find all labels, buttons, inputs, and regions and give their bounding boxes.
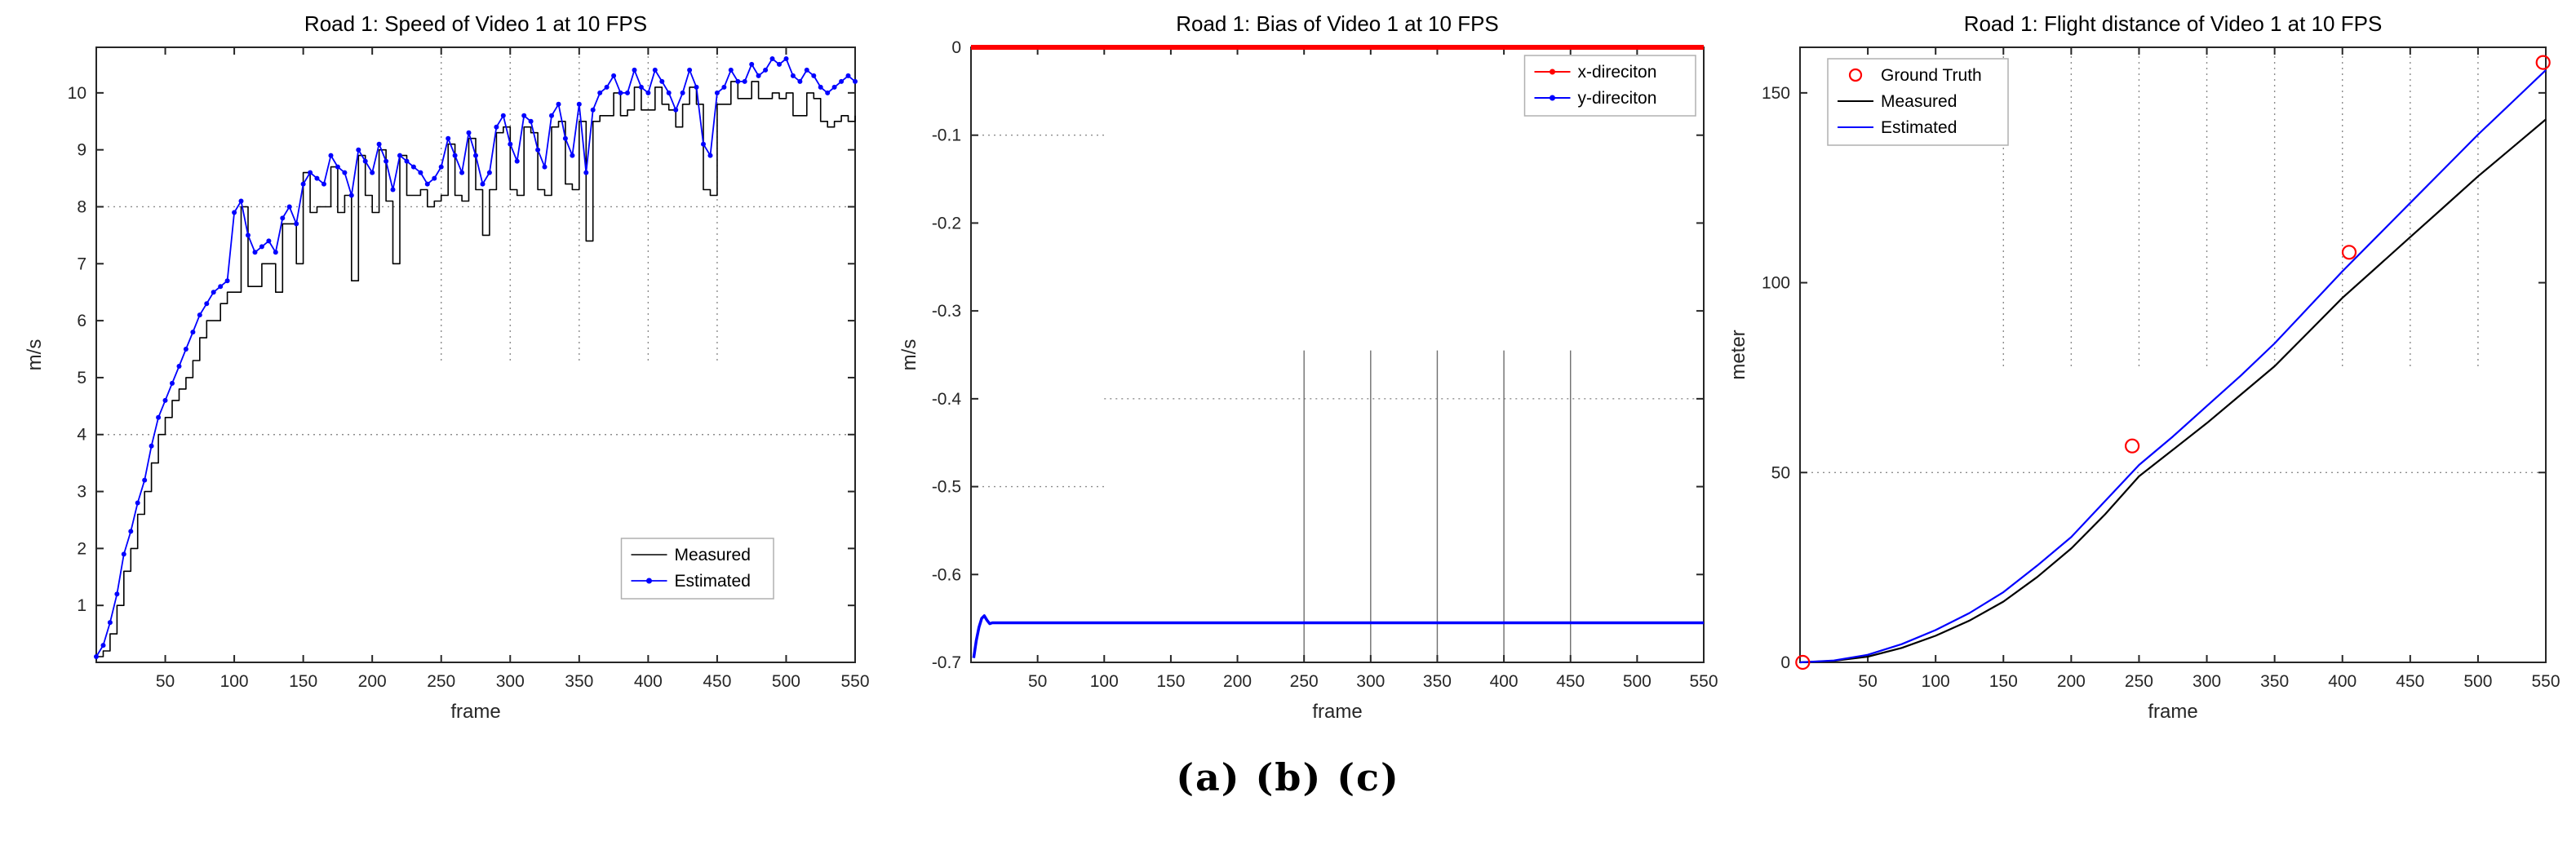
svg-text:200: 200 [2057, 672, 2086, 691]
svg-text:300: 300 [2192, 672, 2221, 691]
chart-title: Road 1: Flight distance of Video 1 at 10… [1964, 11, 2383, 36]
chart-title: Road 1: Speed of Video 1 at 10 FPS [304, 11, 647, 36]
svg-text:100: 100 [220, 672, 249, 691]
svg-text:10: 10 [68, 84, 86, 103]
svg-text:550: 550 [2531, 672, 2560, 691]
svg-text:200: 200 [358, 672, 387, 691]
axes-box [1799, 46, 2547, 663]
series-y-direciton [972, 614, 1704, 658]
svg-text:450: 450 [2396, 672, 2424, 691]
axes-box [970, 46, 1705, 663]
legend-label: x-direciton [1578, 63, 1657, 82]
tick-labels: 50 100 150 200 250 300 350 400 450 500 550 0 50 100 15… [1762, 84, 2560, 691]
legend: Ground Truth Measured Estimated [1827, 58, 2009, 146]
series-measured [1799, 118, 2547, 664]
legend-label: Measured [675, 546, 751, 564]
axes-box [95, 46, 856, 663]
svg-text:550: 550 [1689, 672, 1718, 691]
svg-text:0: 0 [951, 38, 961, 57]
distance-chart-svg: 50 100 150 200 250 300 350 400 450 500 550 0 50 100 15… [1727, 11, 2560, 723]
svg-text:6: 6 [77, 312, 86, 330]
svg-text:4: 4 [77, 426, 86, 445]
svg-text:350: 350 [2260, 672, 2289, 691]
svg-text:100: 100 [1922, 672, 1950, 691]
svg-text:3: 3 [77, 483, 86, 502]
legend-label: Measured [1881, 92, 1957, 111]
tick-labels: 50 100 150 200 250 300 350 400 450 500 550 1 2 3 4 5 6 7 8… [68, 84, 870, 691]
svg-text:100: 100 [1090, 672, 1119, 691]
svg-text:50: 50 [156, 672, 175, 691]
svg-text:500: 500 [772, 672, 800, 691]
svg-text:-0.1: -0.1 [932, 126, 961, 145]
series-ground-truth [1795, 55, 2551, 671]
chart-title: Road 1: Bias of Video 1 at 10 FPS [1176, 11, 1499, 36]
svg-text:-0.5: -0.5 [932, 478, 961, 497]
chart-b-bias: 50 100 150 200 250 300 350 400 450 500 550 0 -0.1 -0.… [896, 0, 1720, 738]
grid-lines [1800, 47, 2546, 473]
y-axis-label: meter [1727, 330, 1749, 379]
svg-text:150: 150 [289, 672, 317, 691]
svg-text:1: 1 [77, 596, 86, 615]
grid-lines [96, 47, 855, 436]
x-axis-label: frame [1312, 701, 1362, 723]
svg-text:9: 9 [77, 141, 86, 160]
svg-text:350: 350 [1423, 672, 1452, 691]
chart-a-speed: 50 100 150 200 250 300 350 400 450 500 550 1 2 3 4 5 6 7 8… [0, 0, 898, 738]
svg-text:300: 300 [496, 672, 525, 691]
svg-text:-0.3: -0.3 [932, 302, 961, 321]
x-axis-label: frame [2148, 701, 2197, 723]
y-axis-label: m/s [898, 339, 920, 371]
svg-text:400: 400 [2328, 672, 2357, 691]
svg-text:50: 50 [1858, 672, 1877, 691]
legend-label: Estimated [675, 572, 751, 591]
svg-text:200: 200 [1223, 672, 1252, 691]
svg-text:350: 350 [565, 672, 593, 691]
tick-marks [96, 47, 856, 662]
svg-text:250: 250 [2125, 672, 2153, 691]
series-estimated [1799, 69, 2547, 664]
svg-text:400: 400 [1490, 672, 1519, 691]
svg-text:100: 100 [1762, 274, 1790, 293]
x-axis-label: frame [450, 701, 500, 723]
svg-text:5: 5 [77, 369, 86, 387]
svg-text:450: 450 [703, 672, 731, 691]
legend-label: Ground Truth [1881, 66, 1982, 85]
svg-text:500: 500 [2463, 672, 2492, 691]
svg-text:-0.4: -0.4 [932, 390, 962, 409]
legend-label: y-direciton [1578, 89, 1657, 108]
svg-text:2: 2 [77, 539, 86, 558]
y-axis-label: m/s [24, 339, 46, 371]
figure-caption: (a) (b) (c) [1176, 755, 1400, 799]
svg-text:500: 500 [1623, 672, 1652, 691]
svg-text:150: 150 [1156, 672, 1185, 691]
svg-text:450: 450 [1556, 672, 1585, 691]
series-estimated [94, 56, 858, 659]
legend: x-direciton y-direciton [1523, 55, 1696, 117]
legend-label: Estimated [1881, 118, 1957, 137]
svg-text:0: 0 [1780, 653, 1790, 672]
svg-text:8: 8 [77, 197, 86, 216]
svg-text:400: 400 [634, 672, 663, 691]
svg-text:150: 150 [1762, 84, 1790, 103]
svg-text:250: 250 [1290, 672, 1319, 691]
svg-text:50: 50 [1028, 672, 1047, 691]
svg-text:150: 150 [1989, 672, 2018, 691]
svg-text:250: 250 [427, 672, 455, 691]
chart-c-flight-distance: 50 100 150 200 250 300 350 400 450 500 550 0 50 100 15… [1720, 0, 2576, 738]
series-measured [96, 81, 856, 657]
svg-text:-0.2: -0.2 [932, 214, 961, 232]
svg-text:-0.7: -0.7 [932, 653, 961, 672]
svg-text:7: 7 [77, 255, 86, 273]
legend: Measured Estimated [620, 538, 774, 600]
svg-text:550: 550 [840, 672, 869, 691]
tick-marks [971, 46, 1705, 663]
grid-lines [971, 135, 1704, 662]
speed-chart-svg: 50 100 150 200 250 300 350 400 450 500 550 1 2 3 4 5 6 7 8… [24, 11, 870, 723]
svg-text:300: 300 [1356, 672, 1385, 691]
svg-text:-0.6: -0.6 [932, 565, 961, 584]
svg-text:50: 50 [1771, 463, 1790, 482]
bias-chart-svg: 50 100 150 200 250 300 350 400 450 500 550 0 -0.1 -0.… [898, 11, 1718, 723]
tick-labels: 50 100 150 200 250 300 350 400 450 500 550 0 -0.1 -0.… [932, 38, 1718, 691]
